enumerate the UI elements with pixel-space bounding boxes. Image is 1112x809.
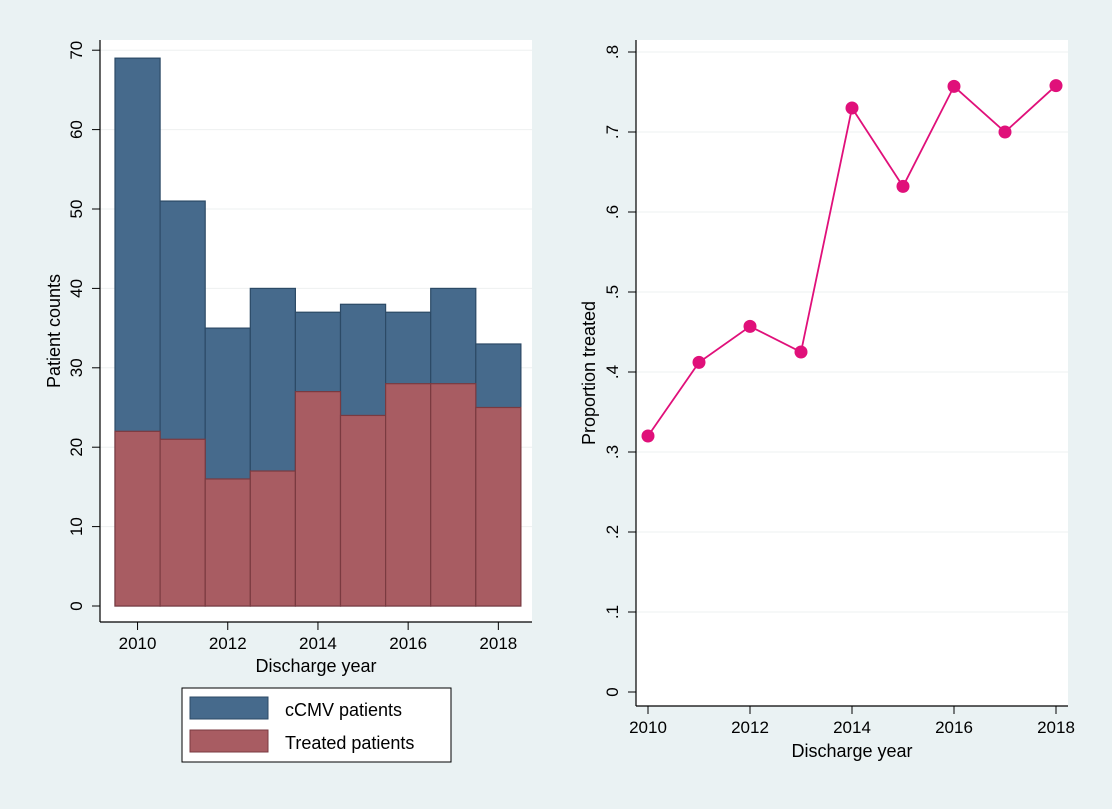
line-ytick-label: .7 [603, 125, 622, 139]
series-point [1049, 79, 1063, 93]
bar-xtick-label: 2012 [209, 634, 247, 653]
bar-legend: cCMV patients Treated patients [181, 687, 452, 763]
series-point [845, 101, 859, 115]
legend-label-ccmv: cCMV patients [285, 700, 402, 720]
bar-treated [114, 430, 161, 607]
legend-swatch-treated [189, 729, 269, 753]
line-xtick-label: 2010 [629, 718, 667, 737]
bar-chart-xlabel: Discharge year [255, 656, 376, 676]
series-point [794, 345, 808, 359]
line-xtick-label: 2016 [935, 718, 973, 737]
bar-xtick-label: 2010 [119, 634, 157, 653]
line-ytick-label: .4 [603, 365, 622, 379]
line-ytick-label: 0 [603, 687, 622, 696]
bar-treated [249, 470, 297, 607]
bar-treated [294, 391, 342, 607]
line-chart: 0 .1 .2 .3 .4 .5 .6 .7 .8 2010 2012 2014 2016 2018 Di… [579, 40, 1075, 761]
bar-treated [430, 383, 477, 607]
bar-ytick-label: 20 [67, 438, 86, 457]
bar-ytick-label: 10 [67, 517, 86, 536]
bar-ytick-label: 40 [67, 279, 86, 298]
line-ytick-label: .2 [603, 525, 622, 539]
legend-label-treated: Treated patients [285, 733, 414, 753]
line-gridlines [636, 51, 1068, 613]
bar-ytick-label: 50 [67, 200, 86, 219]
line-ytick-label: .6 [603, 205, 622, 219]
line-xtick-label: 2018 [1037, 718, 1075, 737]
bar-treated [385, 383, 432, 607]
line-ytick-label: .5 [603, 285, 622, 299]
bar-xtick-label: 2018 [479, 634, 517, 653]
bar-xtick-label: 2016 [389, 634, 427, 653]
bar-xtick-label: 2014 [299, 634, 337, 653]
bar-ytick-label: 0 [67, 601, 86, 610]
series-point [998, 125, 1012, 139]
series-point [896, 179, 910, 193]
bar-treated [475, 406, 522, 607]
bar-treated [159, 438, 206, 607]
line-ytick-label: .1 [603, 605, 622, 619]
bar-chart: 0 10 20 30 40 50 60 70 2010 2012 2014 2016 2018 Disc… [44, 40, 532, 763]
line-ytick-label: .3 [603, 445, 622, 459]
line-chart-ylabel: Proportion treated [579, 301, 599, 445]
line-xtick-label: 2012 [731, 718, 769, 737]
line-plot-area [636, 40, 1068, 706]
legend-swatch-ccmv [189, 696, 269, 720]
series-point [743, 319, 757, 333]
bar-ytick-label: 70 [67, 41, 86, 60]
line-xtick-label: 2014 [833, 718, 871, 737]
series-point [692, 355, 706, 369]
line-axes: 0 .1 .2 .3 .4 .5 .6 .7 .8 2010 2012 2014 2016 2018 [603, 40, 1075, 737]
line-series [641, 79, 1063, 443]
bar-treated [339, 414, 387, 607]
bar-treated [204, 478, 251, 607]
bar-axes: 0 10 20 30 40 50 60 70 2010 2012 2014 2016 2018 [67, 40, 532, 653]
bar-ytick-label: 60 [67, 120, 86, 139]
bar-chart-ylabel: Patient counts [44, 274, 64, 388]
line-ytick-label: .8 [603, 45, 622, 59]
series-point [641, 429, 655, 443]
series-point [947, 79, 961, 93]
bar-series [114, 57, 522, 607]
line-chart-xlabel: Discharge year [791, 741, 912, 761]
bar-ytick-label: 30 [67, 358, 86, 377]
